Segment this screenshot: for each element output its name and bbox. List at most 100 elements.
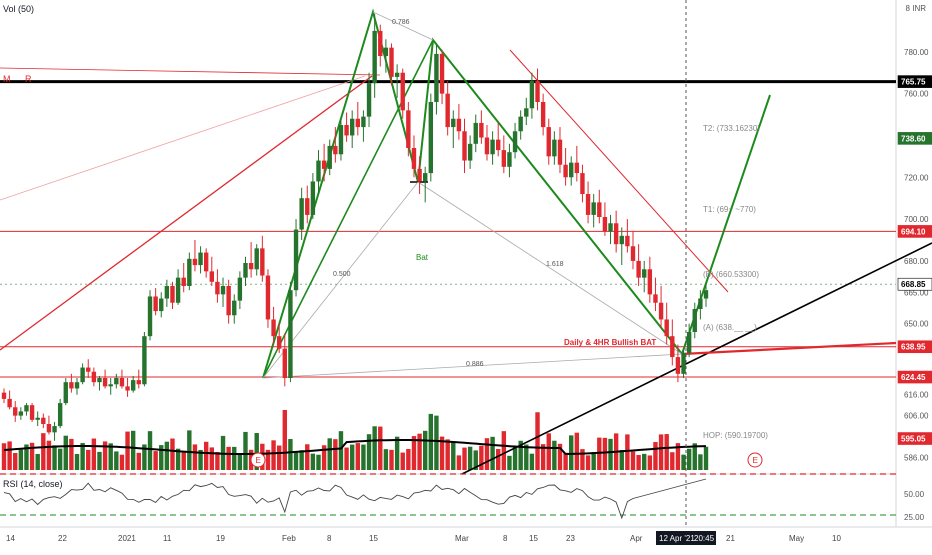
volume-bar (203, 441, 209, 470)
candle-body (254, 248, 259, 270)
volume-bar (372, 426, 377, 470)
candle-body (97, 378, 102, 383)
candle-body (580, 173, 585, 194)
volume-bar (647, 455, 653, 470)
grid-lines (0, 0, 932, 528)
volume-bar (563, 452, 568, 470)
time-cursor-badge (656, 531, 716, 545)
candle-body (462, 131, 467, 161)
candle-body (243, 263, 248, 278)
candle-body (557, 139, 563, 165)
ratio-0500: 0.500 (333, 271, 351, 278)
level-b: (B) (660.53300) (703, 270, 759, 279)
candle-body (529, 81, 535, 109)
volume-bar (192, 444, 198, 470)
candle-body (636, 260, 641, 278)
candle-body (310, 181, 316, 215)
volume-bar (496, 449, 501, 470)
volume-bar (310, 453, 316, 470)
volume-bar (159, 445, 164, 470)
volume-bar (400, 452, 405, 470)
time-cursor-time: 20:45 (694, 534, 715, 543)
candle-body (698, 298, 703, 309)
volume-bar (394, 436, 400, 470)
volume-bar (349, 444, 355, 470)
volume-bar (69, 438, 74, 470)
bat-ratio-ab (372, 11, 434, 41)
candle-body (563, 164, 568, 178)
volume-bar (35, 453, 40, 470)
volume-bar (597, 437, 602, 470)
candle-body (321, 160, 327, 169)
candle-body (265, 275, 271, 320)
candle-body (546, 127, 551, 157)
candle-body (524, 108, 529, 117)
candle-body (276, 336, 282, 349)
bat-ratio-bd (417, 181, 683, 355)
currency-code: INR (912, 4, 926, 13)
price-badge (897, 75, 932, 88)
price-tick-label: 606.00 (904, 412, 929, 421)
time-tick-label: Apr (630, 534, 643, 543)
time-tick-label: May (789, 534, 804, 543)
volume-bar (580, 449, 585, 470)
candle-body (366, 83, 372, 117)
volume-bar (153, 451, 158, 470)
volume-bar (512, 446, 518, 470)
volume-bar (119, 454, 125, 470)
price-tick-label: 616.00 (904, 391, 929, 400)
volume-bar (29, 442, 35, 470)
target-t2: T2: (733.16230) (703, 124, 760, 133)
time-axis[interactable]: 14 22 2021 11 19 Feb 8 15 Mar 8 15 23 Apr 21 May 10 12 A… (6, 531, 841, 545)
volume-bar (619, 450, 624, 470)
volume-bar (142, 444, 147, 470)
volume-bar (102, 441, 108, 470)
volume-bar (681, 454, 686, 470)
volume-bar (473, 450, 478, 470)
level-a: (A) (638.__ __) (703, 323, 757, 332)
volume-bar (181, 451, 186, 470)
candle-body (333, 145, 338, 155)
candle-body (29, 405, 35, 420)
price-badge-label: 765.75 (901, 78, 926, 87)
candle-body (35, 417, 40, 420)
currency-label: 8 INR (906, 4, 926, 13)
volume-bar (462, 447, 467, 470)
volume-indicator-label[interactable]: Vol (50) (3, 4, 35, 14)
volume-bar (108, 443, 113, 470)
volume-bar (411, 436, 417, 470)
volume-bar (80, 443, 85, 470)
candle-body (389, 47, 394, 77)
earnings-marker-letter: E (753, 456, 758, 465)
volume-bar (591, 451, 596, 470)
time-tick-label: 8 (503, 534, 508, 543)
candle-body (647, 269, 653, 295)
candle-body (383, 47, 389, 56)
candle-body (170, 286, 175, 303)
candle-body (74, 382, 80, 389)
candle-body (175, 277, 181, 303)
volume-bar (97, 451, 102, 470)
candle-body (434, 53, 439, 102)
candle-body (119, 378, 125, 387)
price-axis[interactable]: 586.00 606.00 616.00 650.00 665.00 680.00 700.… (897, 48, 932, 522)
bat-ratio-xd (262, 353, 683, 379)
earnings-marker-circle (747, 452, 763, 468)
candle-body (428, 102, 434, 174)
hop-label: HOP: (590.19700) (703, 431, 768, 440)
volume-bar (653, 442, 658, 470)
rsi-indicator-label[interactable]: RSI (14, close) (3, 479, 63, 489)
candle-body (411, 148, 417, 169)
candle-body (569, 162, 574, 178)
candle-body (574, 162, 580, 174)
ratio-1618: 1.618 (546, 261, 564, 268)
rsi-line (3, 478, 707, 520)
candle-body (305, 198, 310, 215)
volume-bar (467, 446, 473, 470)
volume-bar (13, 452, 18, 470)
support-black (461, 242, 932, 475)
volume-bar (136, 452, 141, 470)
candle-body (24, 405, 29, 412)
